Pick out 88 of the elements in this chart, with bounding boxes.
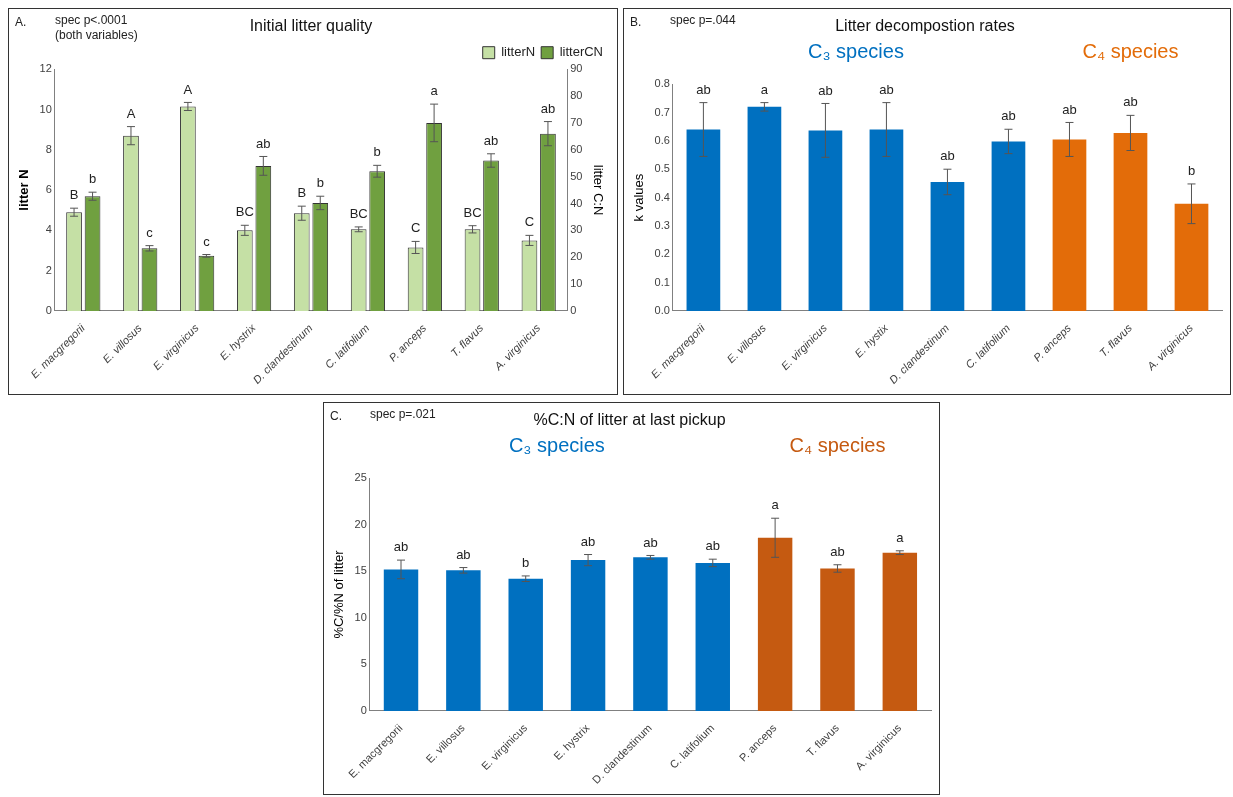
text: spec p=.044 [670, 13, 737, 28]
y-tick-label: 0.2 [654, 247, 670, 260]
y-tick-label: 0.8 [654, 77, 670, 90]
y-tick-label: 0 [360, 703, 367, 716]
data-label: ab [705, 538, 720, 554]
data-label: BC [349, 205, 368, 221]
chart-title: Initial litter quality [249, 17, 373, 35]
data-label: ab [483, 132, 499, 148]
text: B. [630, 15, 642, 30]
y2-tick-label: 90 [570, 62, 583, 75]
chart-title: Litter decompostion rates [835, 17, 1015, 35]
y-tick-label: 0.5 [654, 162, 670, 175]
data-label: ab [256, 135, 271, 151]
data-label: a [896, 529, 905, 545]
y2-tick-label: 30 [570, 223, 583, 236]
data-label: ab [580, 533, 596, 549]
data-label: ab [540, 100, 556, 116]
y-tick-label: 0 [45, 303, 52, 316]
data-label: ab [1001, 108, 1016, 124]
y2-tick-label: 80 [570, 89, 583, 102]
chart-title: %C:N of litter at last pickup [533, 411, 726, 429]
data-label: A [183, 81, 193, 97]
y2-tick-label: 0 [570, 303, 577, 316]
y-tick-label: 10 [354, 610, 367, 623]
text: A. [15, 15, 27, 30]
text: C₃ species [508, 433, 605, 456]
data-label: c [146, 224, 154, 240]
data-label: c [203, 233, 211, 249]
y2-tick-label: 70 [570, 115, 583, 128]
y-axis-title: %C/%N of litter [331, 549, 347, 639]
data-label: ab [456, 546, 471, 562]
data-label: ab [879, 81, 894, 97]
y-tick-label: 0.7 [654, 105, 670, 118]
y-tick-label: 12 [39, 62, 52, 75]
data-label: b [1187, 163, 1196, 179]
data-label: ab [818, 82, 833, 98]
data-label: b [88, 171, 97, 187]
data-label: BC [463, 204, 482, 220]
data-label: b [316, 175, 324, 191]
data-label: ab [940, 148, 955, 164]
data-label: ab [696, 81, 711, 97]
data-label: A [126, 105, 136, 121]
data-label: C [524, 214, 535, 230]
data-label: B [69, 187, 79, 203]
text: C₄ species [789, 433, 886, 456]
y-tick-label: 8 [45, 142, 52, 155]
text: (both variables) [55, 28, 138, 43]
data-label: BC [235, 204, 254, 220]
y2-tick-label: 20 [570, 250, 583, 263]
y2-tick-label: 40 [570, 196, 583, 209]
y-tick-label: 5 [360, 657, 367, 670]
y-tick-label: 25 [354, 471, 367, 484]
data-label: a [430, 83, 439, 99]
y-tick-label: 4 [45, 223, 52, 236]
legend-label: litterN [501, 44, 536, 60]
y-tick-label: 0.3 [654, 218, 670, 231]
y-tick-label: 10 [39, 102, 52, 115]
text: spec p=.021 [370, 407, 437, 422]
y-axis-title: litter N [16, 169, 32, 211]
data-label: ab [1123, 94, 1138, 110]
y-tick-label: 6 [45, 183, 52, 196]
data-label: b [373, 144, 381, 160]
y-tick-label: 0.1 [654, 275, 670, 288]
y2-tick-label: 10 [570, 277, 583, 290]
data-label: b [522, 555, 530, 571]
y-tick-label: 2 [45, 263, 52, 276]
data-label: a [760, 81, 769, 97]
data-label: a [771, 497, 780, 513]
text: C₄ species [1082, 39, 1179, 62]
y-tick-label: 0.6 [654, 133, 670, 146]
data-label: B [297, 185, 307, 201]
y2-tick-label: 50 [570, 169, 583, 182]
y-tick-label: 20 [354, 517, 367, 530]
y-tick-label: 0.0 [654, 303, 670, 316]
y2-axis-title: litter C:N [590, 164, 606, 216]
data-label: ab [1062, 101, 1077, 117]
text: C. [330, 409, 342, 424]
y-axis-title: k values [631, 173, 647, 222]
data-label: ab [643, 534, 658, 550]
data-label: ab [393, 539, 409, 555]
y-tick-label: 15 [354, 564, 367, 577]
y-tick-label: 0.4 [654, 190, 670, 203]
data-label: C [410, 220, 421, 236]
text: spec p<.0001 [55, 13, 128, 28]
legend-label: litterCN [559, 44, 604, 60]
data-label: ab [830, 543, 845, 559]
y2-tick-label: 60 [570, 142, 583, 155]
text: C₃ species [807, 39, 904, 62]
